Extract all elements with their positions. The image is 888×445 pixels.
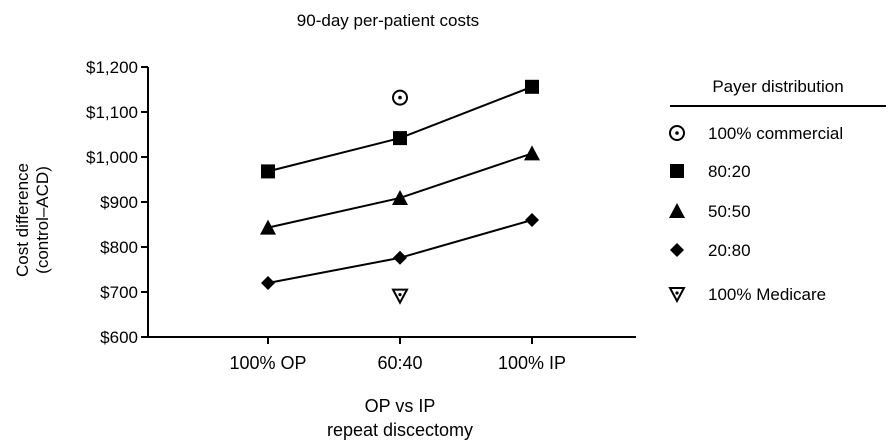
- data-point: [525, 213, 539, 227]
- y-tick-label: $1,200: [86, 58, 138, 77]
- legend-marker: [670, 243, 684, 257]
- y-tick-label: $600: [100, 328, 138, 347]
- legend-item: 20:80: [670, 241, 751, 260]
- y-tick-label: $900: [100, 193, 138, 212]
- y-tick-label: $1,000: [86, 148, 138, 167]
- legend-label: 80:20: [708, 162, 751, 181]
- y-axis-label-line-2: (control–ACD): [33, 166, 52, 274]
- data-point: [261, 164, 275, 179]
- plot-area: $600 $700 $800 $900 $1,000 $1,100 $1,200 100% O…: [86, 58, 636, 373]
- x-tick-label: 100% IP: [498, 353, 566, 373]
- x-axis-label-line-1: OP vs IP: [365, 396, 436, 416]
- data-point: [391, 288, 409, 305]
- x-tick-label: 60:40: [377, 353, 422, 373]
- legend-marker-dot: [675, 131, 679, 135]
- legend-item: 80:20: [670, 162, 751, 181]
- data-point: [261, 276, 275, 290]
- legend-label: 100% commercial: [708, 124, 843, 143]
- x-tick-label: 100% OP: [229, 353, 306, 373]
- y-tick-label: $700: [100, 283, 138, 302]
- legend-label: 50:50: [708, 202, 751, 221]
- data-point: [260, 219, 276, 235]
- legend-label: 20:80: [708, 241, 751, 260]
- legend-item: 50:50: [669, 202, 751, 221]
- data-point: [393, 131, 407, 146]
- chart-title: 90-day per-patient costs: [297, 11, 479, 30]
- legend-item: 100% commercial: [669, 124, 843, 143]
- legend-title: Payer distribution: [712, 77, 843, 96]
- y-axis-label: Cost difference (control–ACD): [13, 163, 52, 277]
- legend-marker: [668, 287, 686, 304]
- legend-item: 100% Medicare: [668, 285, 826, 304]
- legend-marker: [669, 203, 685, 218]
- y-axis-label-line-1: Cost difference: [13, 163, 32, 277]
- y-tick-label: $1,100: [86, 103, 138, 122]
- data-point: [392, 89, 408, 106]
- legend-marker: [670, 164, 684, 178]
- x-axis-label-line-2: repeat discectomy: [327, 420, 473, 440]
- y-tick-label: $800: [100, 238, 138, 257]
- data-point: [525, 79, 539, 94]
- data-point: [392, 189, 408, 205]
- legend-marker-dot: [675, 291, 679, 295]
- data-point-dot: [398, 293, 402, 297]
- legend-label: 100% Medicare: [708, 285, 826, 304]
- data-point: [393, 250, 407, 265]
- data-point: [524, 145, 540, 161]
- legend: Payer distribution 100% commercial 80:20 5…: [668, 77, 886, 304]
- legend-marker: [669, 125, 685, 141]
- data-point-dot: [398, 95, 402, 100]
